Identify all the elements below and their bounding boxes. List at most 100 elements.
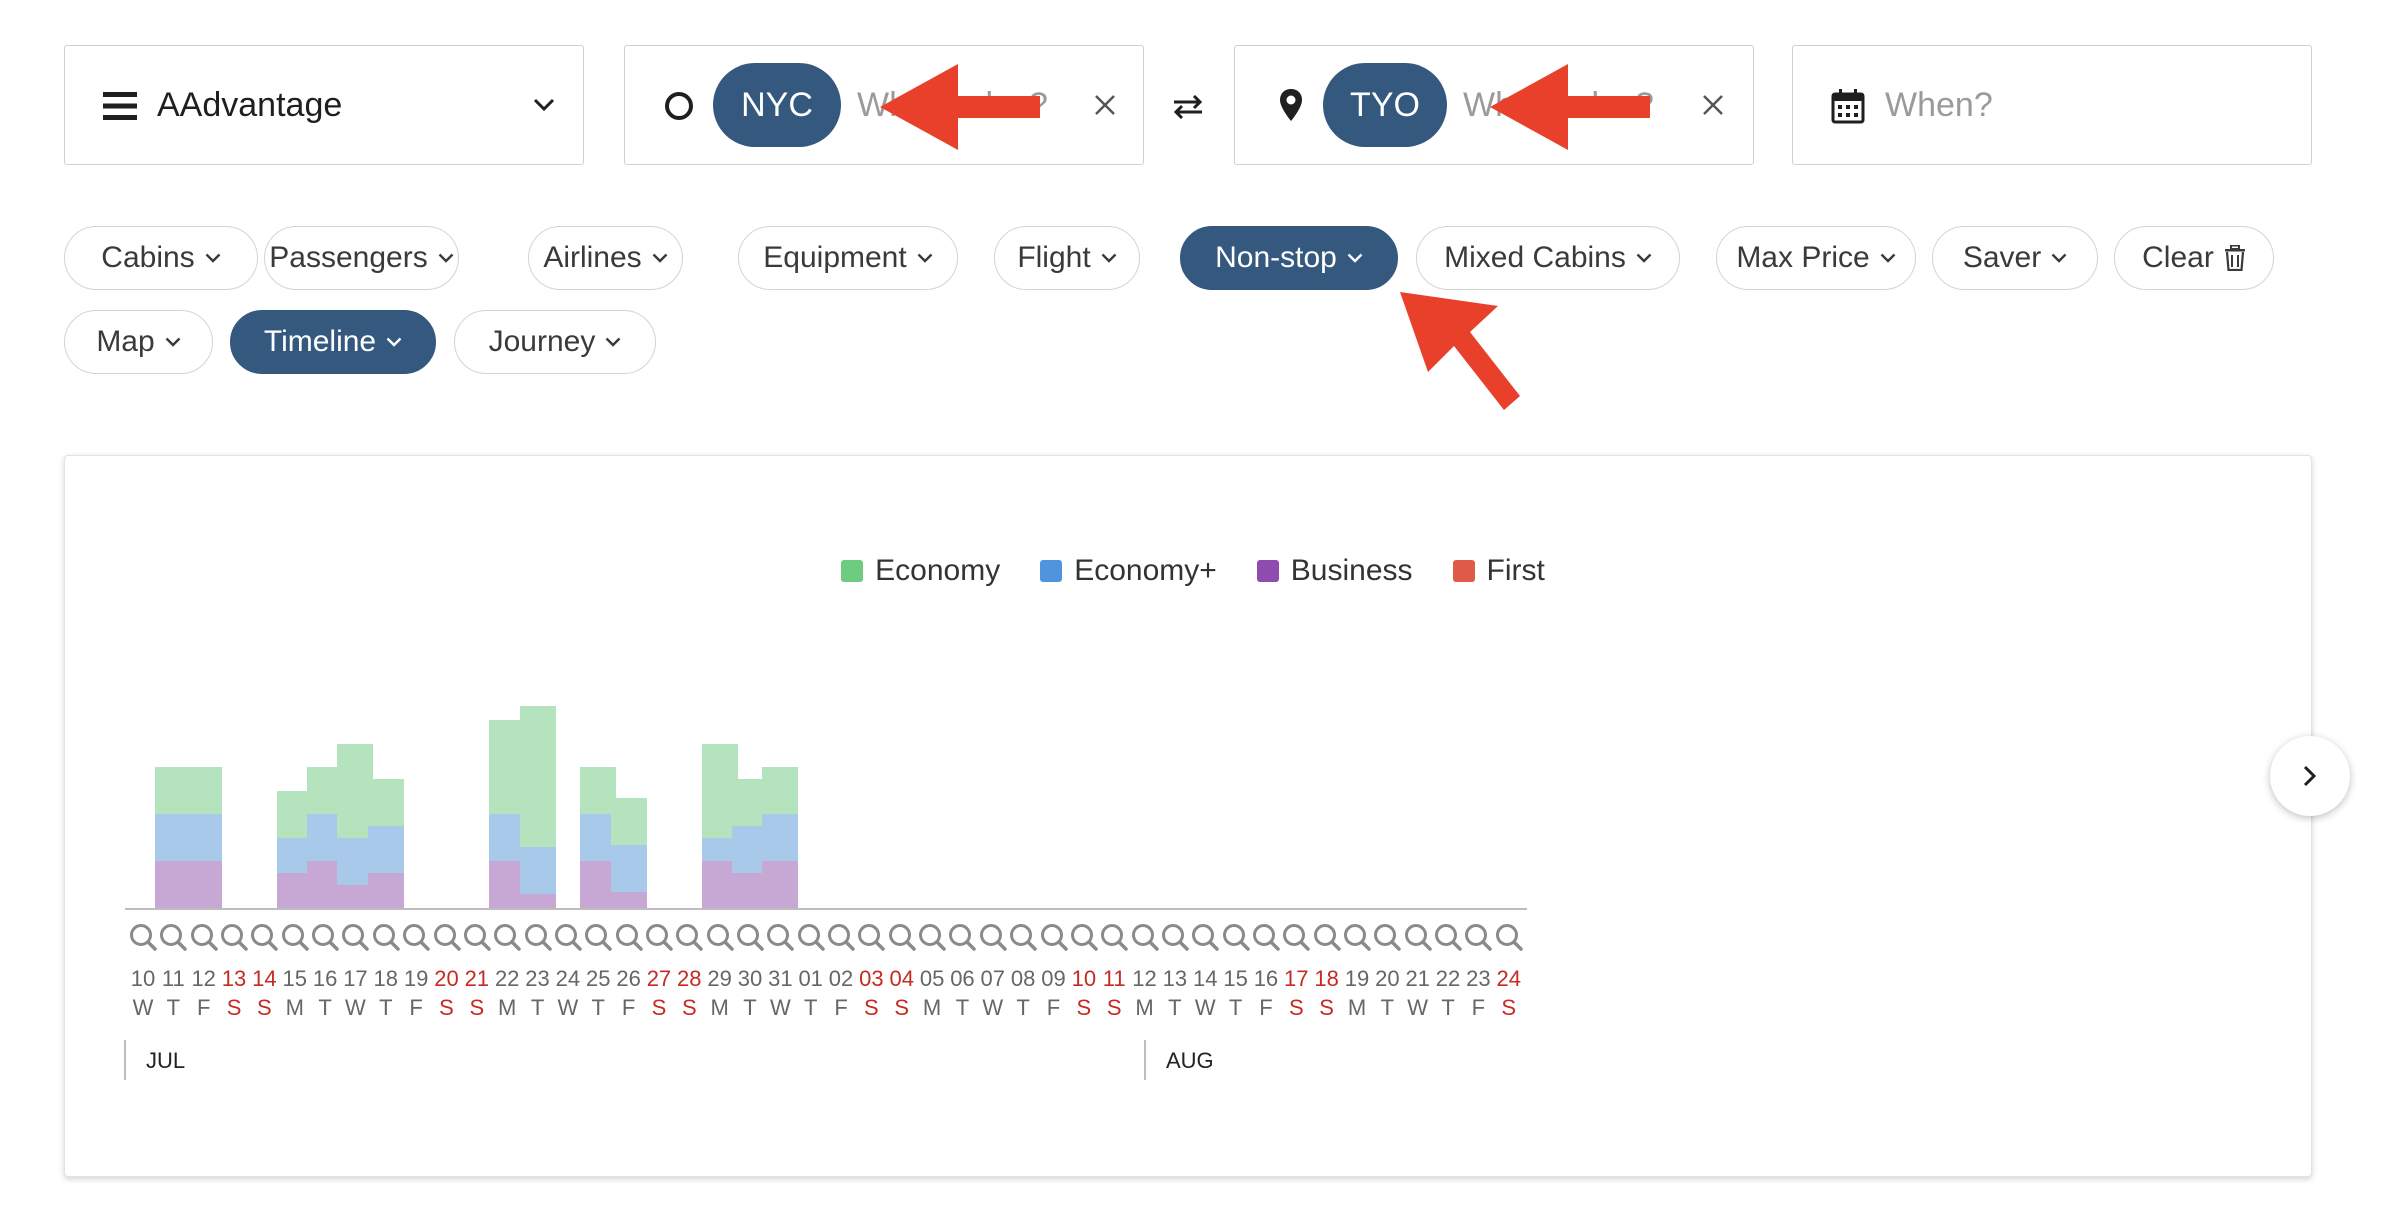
day-label[interactable]: 17 S bbox=[1278, 964, 1314, 1022]
search-icon[interactable] bbox=[1342, 922, 1372, 952]
day-label[interactable]: 24 S bbox=[1491, 964, 1527, 1022]
search-icon[interactable] bbox=[1463, 922, 1493, 952]
search-icon[interactable] bbox=[674, 922, 704, 952]
search-icon[interactable] bbox=[583, 922, 613, 952]
search-icon[interactable] bbox=[1281, 922, 1311, 952]
day-label[interactable]: 23 T bbox=[520, 964, 556, 1022]
bar-business-day-7[interactable] bbox=[307, 861, 344, 908]
search-icon[interactable] bbox=[128, 922, 158, 952]
day-label[interactable]: 12 M bbox=[1127, 964, 1163, 1022]
filter-chip-flight[interactable]: Flight bbox=[994, 226, 1140, 290]
bar-economy-day-22[interactable] bbox=[762, 767, 799, 814]
day-label[interactable]: 12 F bbox=[186, 964, 222, 1022]
bar-economy-day-14[interactable] bbox=[519, 705, 556, 847]
filter-chip-map[interactable]: Map bbox=[64, 310, 213, 374]
day-label[interactable]: 10 W bbox=[125, 964, 161, 1022]
bar-economy-plus-day-7[interactable] bbox=[307, 814, 344, 861]
bar-business-day-8[interactable] bbox=[337, 884, 374, 908]
bar-economy-day-20[interactable] bbox=[701, 743, 738, 838]
bar-economy-plus-day-16[interactable] bbox=[580, 814, 617, 861]
day-label[interactable]: 15 T bbox=[1218, 964, 1254, 1022]
search-icon[interactable] bbox=[310, 922, 340, 952]
filter-chip-mixed-cabins[interactable]: Mixed Cabins bbox=[1416, 226, 1680, 290]
day-label[interactable]: 17 W bbox=[337, 964, 373, 1022]
search-icon[interactable] bbox=[1160, 922, 1190, 952]
day-label[interactable]: 16 F bbox=[1248, 964, 1284, 1022]
search-icon[interactable] bbox=[158, 922, 188, 952]
bar-economy-day-7[interactable] bbox=[307, 767, 344, 814]
bar-economy-plus-day-3[interactable] bbox=[185, 814, 222, 861]
bar-economy-day-13[interactable] bbox=[489, 720, 526, 814]
date-field[interactable]: When? bbox=[1792, 45, 2312, 165]
day-label[interactable]: 30 T bbox=[732, 964, 768, 1022]
program-select[interactable]: AAdvantage bbox=[64, 45, 584, 165]
day-label[interactable]: 24 W bbox=[550, 964, 586, 1022]
day-label[interactable]: 07 W bbox=[975, 964, 1011, 1022]
day-label[interactable]: 29 M bbox=[702, 964, 738, 1022]
bar-economy-plus-day-2[interactable] bbox=[155, 814, 192, 861]
search-icon[interactable] bbox=[462, 922, 492, 952]
search-icon[interactable] bbox=[796, 922, 826, 952]
search-icon[interactable] bbox=[1372, 922, 1402, 952]
bar-economy-day-9[interactable] bbox=[367, 778, 404, 826]
search-icon[interactable] bbox=[340, 922, 370, 952]
day-label[interactable]: 19 F bbox=[398, 964, 434, 1022]
day-label[interactable]: 09 F bbox=[1036, 964, 1072, 1022]
search-icon[interactable] bbox=[887, 922, 917, 952]
bar-business-day-16[interactable] bbox=[580, 861, 617, 908]
day-label[interactable]: 26 F bbox=[611, 964, 647, 1022]
filter-chip-non-stop[interactable]: Non-stop bbox=[1180, 226, 1398, 290]
bar-economy-day-17[interactable] bbox=[610, 797, 647, 845]
day-label[interactable]: 05 M bbox=[914, 964, 950, 1022]
legend-business[interactable]: Business bbox=[1256, 554, 1413, 588]
search-icon[interactable] bbox=[1221, 922, 1251, 952]
day-label[interactable]: 20 S bbox=[429, 964, 465, 1022]
search-icon[interactable] bbox=[401, 922, 431, 952]
swap-icon[interactable] bbox=[1172, 95, 1204, 119]
search-icon[interactable] bbox=[432, 922, 462, 952]
bar-economy-plus-day-20[interactable] bbox=[701, 837, 738, 861]
search-icon[interactable] bbox=[614, 922, 644, 952]
bar-business-day-20[interactable] bbox=[701, 861, 738, 908]
bar-business-day-6[interactable] bbox=[276, 872, 313, 908]
day-label[interactable]: 16 T bbox=[307, 964, 343, 1022]
filter-chip-airlines[interactable]: Airlines bbox=[528, 226, 683, 290]
search-icon[interactable] bbox=[1069, 922, 1099, 952]
bar-economy-plus-day-17[interactable] bbox=[610, 844, 647, 892]
day-label[interactable]: 19 M bbox=[1339, 964, 1375, 1022]
search-icon[interactable] bbox=[189, 922, 219, 952]
bar-economy-day-6[interactable] bbox=[276, 790, 313, 838]
bar-business-day-17[interactable] bbox=[610, 891, 647, 908]
filter-chip-journey[interactable]: Journey bbox=[454, 310, 656, 374]
day-label[interactable]: 22 T bbox=[1430, 964, 1466, 1022]
search-icon[interactable] bbox=[249, 922, 279, 952]
close-icon[interactable] bbox=[1701, 93, 1725, 117]
bar-business-day-22[interactable] bbox=[762, 861, 799, 908]
day-label[interactable]: 11 S bbox=[1096, 964, 1132, 1022]
search-icon[interactable] bbox=[219, 922, 249, 952]
day-label[interactable]: 18 T bbox=[368, 964, 404, 1022]
day-label[interactable]: 14 W bbox=[1187, 964, 1223, 1022]
filter-chip-equipment[interactable]: Equipment bbox=[738, 226, 958, 290]
bar-business-day-21[interactable] bbox=[732, 872, 768, 908]
bar-economy-plus-day-14[interactable] bbox=[519, 846, 556, 894]
search-icon[interactable] bbox=[523, 922, 553, 952]
search-icon[interactable] bbox=[1099, 922, 1129, 952]
search-icon[interactable] bbox=[1312, 922, 1342, 952]
day-label[interactable]: 04 S bbox=[884, 964, 920, 1022]
search-icon[interactable] bbox=[947, 922, 977, 952]
day-label[interactable]: 23 F bbox=[1460, 964, 1496, 1022]
filter-chip-timeline[interactable]: Timeline bbox=[230, 310, 436, 374]
legend-economy-plus[interactable]: Economy+ bbox=[1040, 554, 1217, 588]
next-page-button[interactable] bbox=[2270, 736, 2350, 816]
legend-first[interactable]: First bbox=[1452, 554, 1545, 588]
filter-chip-clear[interactable]: Clear bbox=[2114, 226, 2274, 290]
search-icon[interactable] bbox=[492, 922, 522, 952]
day-label[interactable]: 06 T bbox=[944, 964, 980, 1022]
origin-chip[interactable]: NYC bbox=[713, 63, 841, 147]
day-label[interactable]: 08 T bbox=[1005, 964, 1041, 1022]
day-label[interactable]: 11 T bbox=[155, 964, 191, 1022]
bar-business-day-9[interactable] bbox=[367, 872, 404, 908]
day-label[interactable]: 01 T bbox=[793, 964, 829, 1022]
day-label[interactable]: 31 W bbox=[762, 964, 798, 1022]
